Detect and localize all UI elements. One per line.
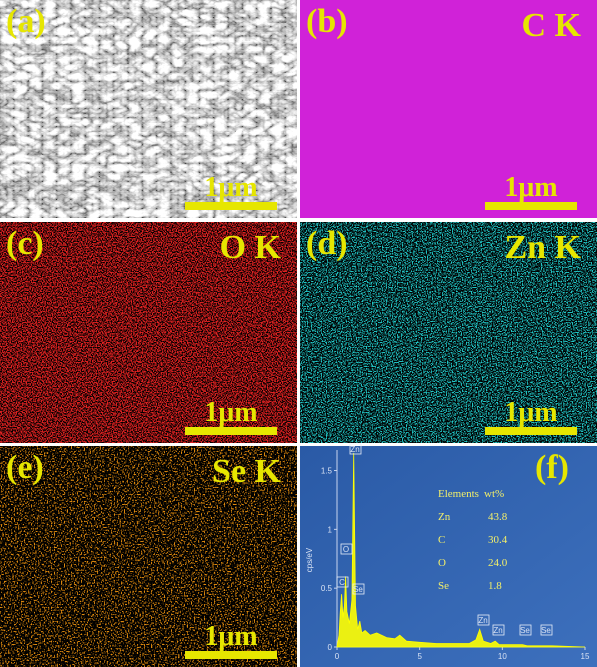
x-tick-label: 5 [417,652,422,661]
x-tick-label: 15 [581,652,590,661]
o-map [0,222,297,443]
peak-label-box [340,543,353,555]
x-tick-label: 10 [498,652,507,661]
table-cell: 24.0 [488,557,508,569]
y-tick-label: 1 [328,525,333,534]
spectrum [336,452,586,648]
peak-label: Zn [493,626,502,635]
y-axis-label: cps/eV [305,547,314,572]
peak-label-box [352,583,365,595]
y-tick-label: 0.5 [321,584,333,593]
y-tick-label: 1.5 [321,467,333,476]
peak-label: O [343,545,349,554]
peak-label-box [349,443,362,455]
peak-label: Se [520,626,530,635]
peak-label-box [336,576,349,588]
element-label: C K [522,7,582,44]
scale-bar [485,427,577,435]
y-tick-label: 0 [328,643,333,652]
peak-label: C [339,578,345,587]
scale-bar [185,202,277,210]
panel-label: (a) [6,3,46,40]
scale-bar-label: 1μm [204,621,257,652]
panel-label: (d) [306,225,348,262]
scale-bar-label: 1μm [204,172,257,203]
panel-label: (c) [6,225,44,262]
element-label: O K [220,229,282,266]
table-cell: 1.8 [488,580,502,592]
zn-map [300,222,597,443]
sem-image [0,0,297,218]
scale-bar-label: 1μm [504,397,557,428]
x-tick-label: 0 [335,652,340,661]
peak-label-box [540,624,553,636]
table-cell: C [438,534,445,546]
scale-bar-label: 1μm [204,397,257,428]
scale-bar [185,427,277,435]
element-label: Se K [212,453,282,490]
table-cell: Se [438,580,449,592]
peak-label-box [477,614,490,626]
c-map [300,0,597,218]
table-header: Elements [438,488,479,500]
peak-label-box [519,624,532,636]
panel-label: (e) [6,449,44,486]
peak-label: Zn [350,445,359,454]
peak-label: Zn [478,616,487,625]
peak-label-box [492,624,505,636]
panel-label: (b) [306,3,348,40]
scale-bar [185,651,277,659]
table-header: wt% [484,488,504,500]
se-map [0,446,297,667]
table-cell: O [438,557,446,569]
table-cell: 43.8 [488,511,508,523]
panel-label: (f) [535,449,569,486]
scale-bar-label: 1μm [504,172,557,203]
element-label: Zn K [504,229,581,266]
peak-label: Se [353,585,363,594]
scale-bar [485,202,577,210]
table-cell: 30.4 [488,534,508,546]
table-cell: Zn [438,511,451,523]
peak-label: Se [541,626,551,635]
